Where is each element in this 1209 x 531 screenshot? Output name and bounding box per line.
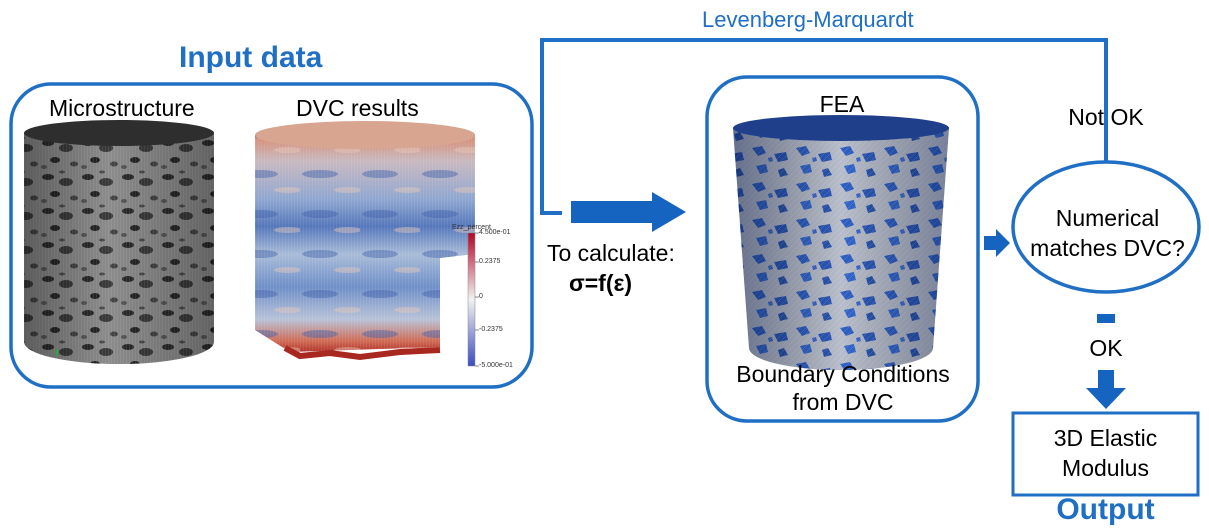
colorbar-tick: 0.2375: [479, 258, 501, 265]
fea-frame: [705, 75, 980, 423]
output-title: Output: [1056, 493, 1155, 526]
arrow-to-fea: [571, 192, 686, 232]
colorbar-tick: -0.2375: [479, 326, 503, 333]
input-data-frame: [9, 82, 534, 389]
feedback-loop-line: [540, 38, 1108, 215]
output-box: [1011, 411, 1200, 497]
ok-connector: [1097, 314, 1115, 323]
loop-label: Levenberg-Marquardt: [702, 7, 914, 32]
arrow-to-decision: [984, 229, 1010, 257]
output-text-line2: Modulus: [1062, 455, 1149, 481]
dvc-results-cylinder-image: [255, 121, 475, 361]
microstructure-cylinder-image: [24, 120, 214, 364]
colorbar: [467, 232, 479, 367]
fea-cylinder-image: [733, 115, 949, 370]
colorbar-tick: 0: [479, 293, 483, 300]
colorbar-tick: -5.000e-01: [479, 362, 513, 369]
arrow-to-output: [1086, 370, 1126, 409]
ok-label: OK: [1089, 335, 1123, 361]
dvc-results-label: DVC results: [296, 95, 419, 121]
fea-caption-line2: from DVC: [792, 389, 894, 415]
output-text-line1: 3D Elastic: [1053, 425, 1158, 451]
input-data-title: Input data: [179, 41, 323, 74]
decision-ellipse: [1011, 160, 1201, 294]
colorbar-tick: 4.500e-01: [479, 229, 511, 236]
calc-formula: σ=f(ε): [569, 270, 633, 296]
decision-text-line1: Numerical: [1055, 205, 1160, 231]
microstructure-label: Microstructure: [49, 95, 195, 121]
fea-title: FEA: [819, 91, 865, 117]
fea-caption-line1: Boundary Conditions: [736, 361, 950, 387]
calc-label-line1: To calculate:: [547, 240, 675, 266]
decision-text-line2: matches DVC?: [1030, 235, 1185, 261]
colorbar-title: Ezz_percent: [452, 224, 491, 231]
not-ok-label: Not OK: [1068, 104, 1144, 130]
